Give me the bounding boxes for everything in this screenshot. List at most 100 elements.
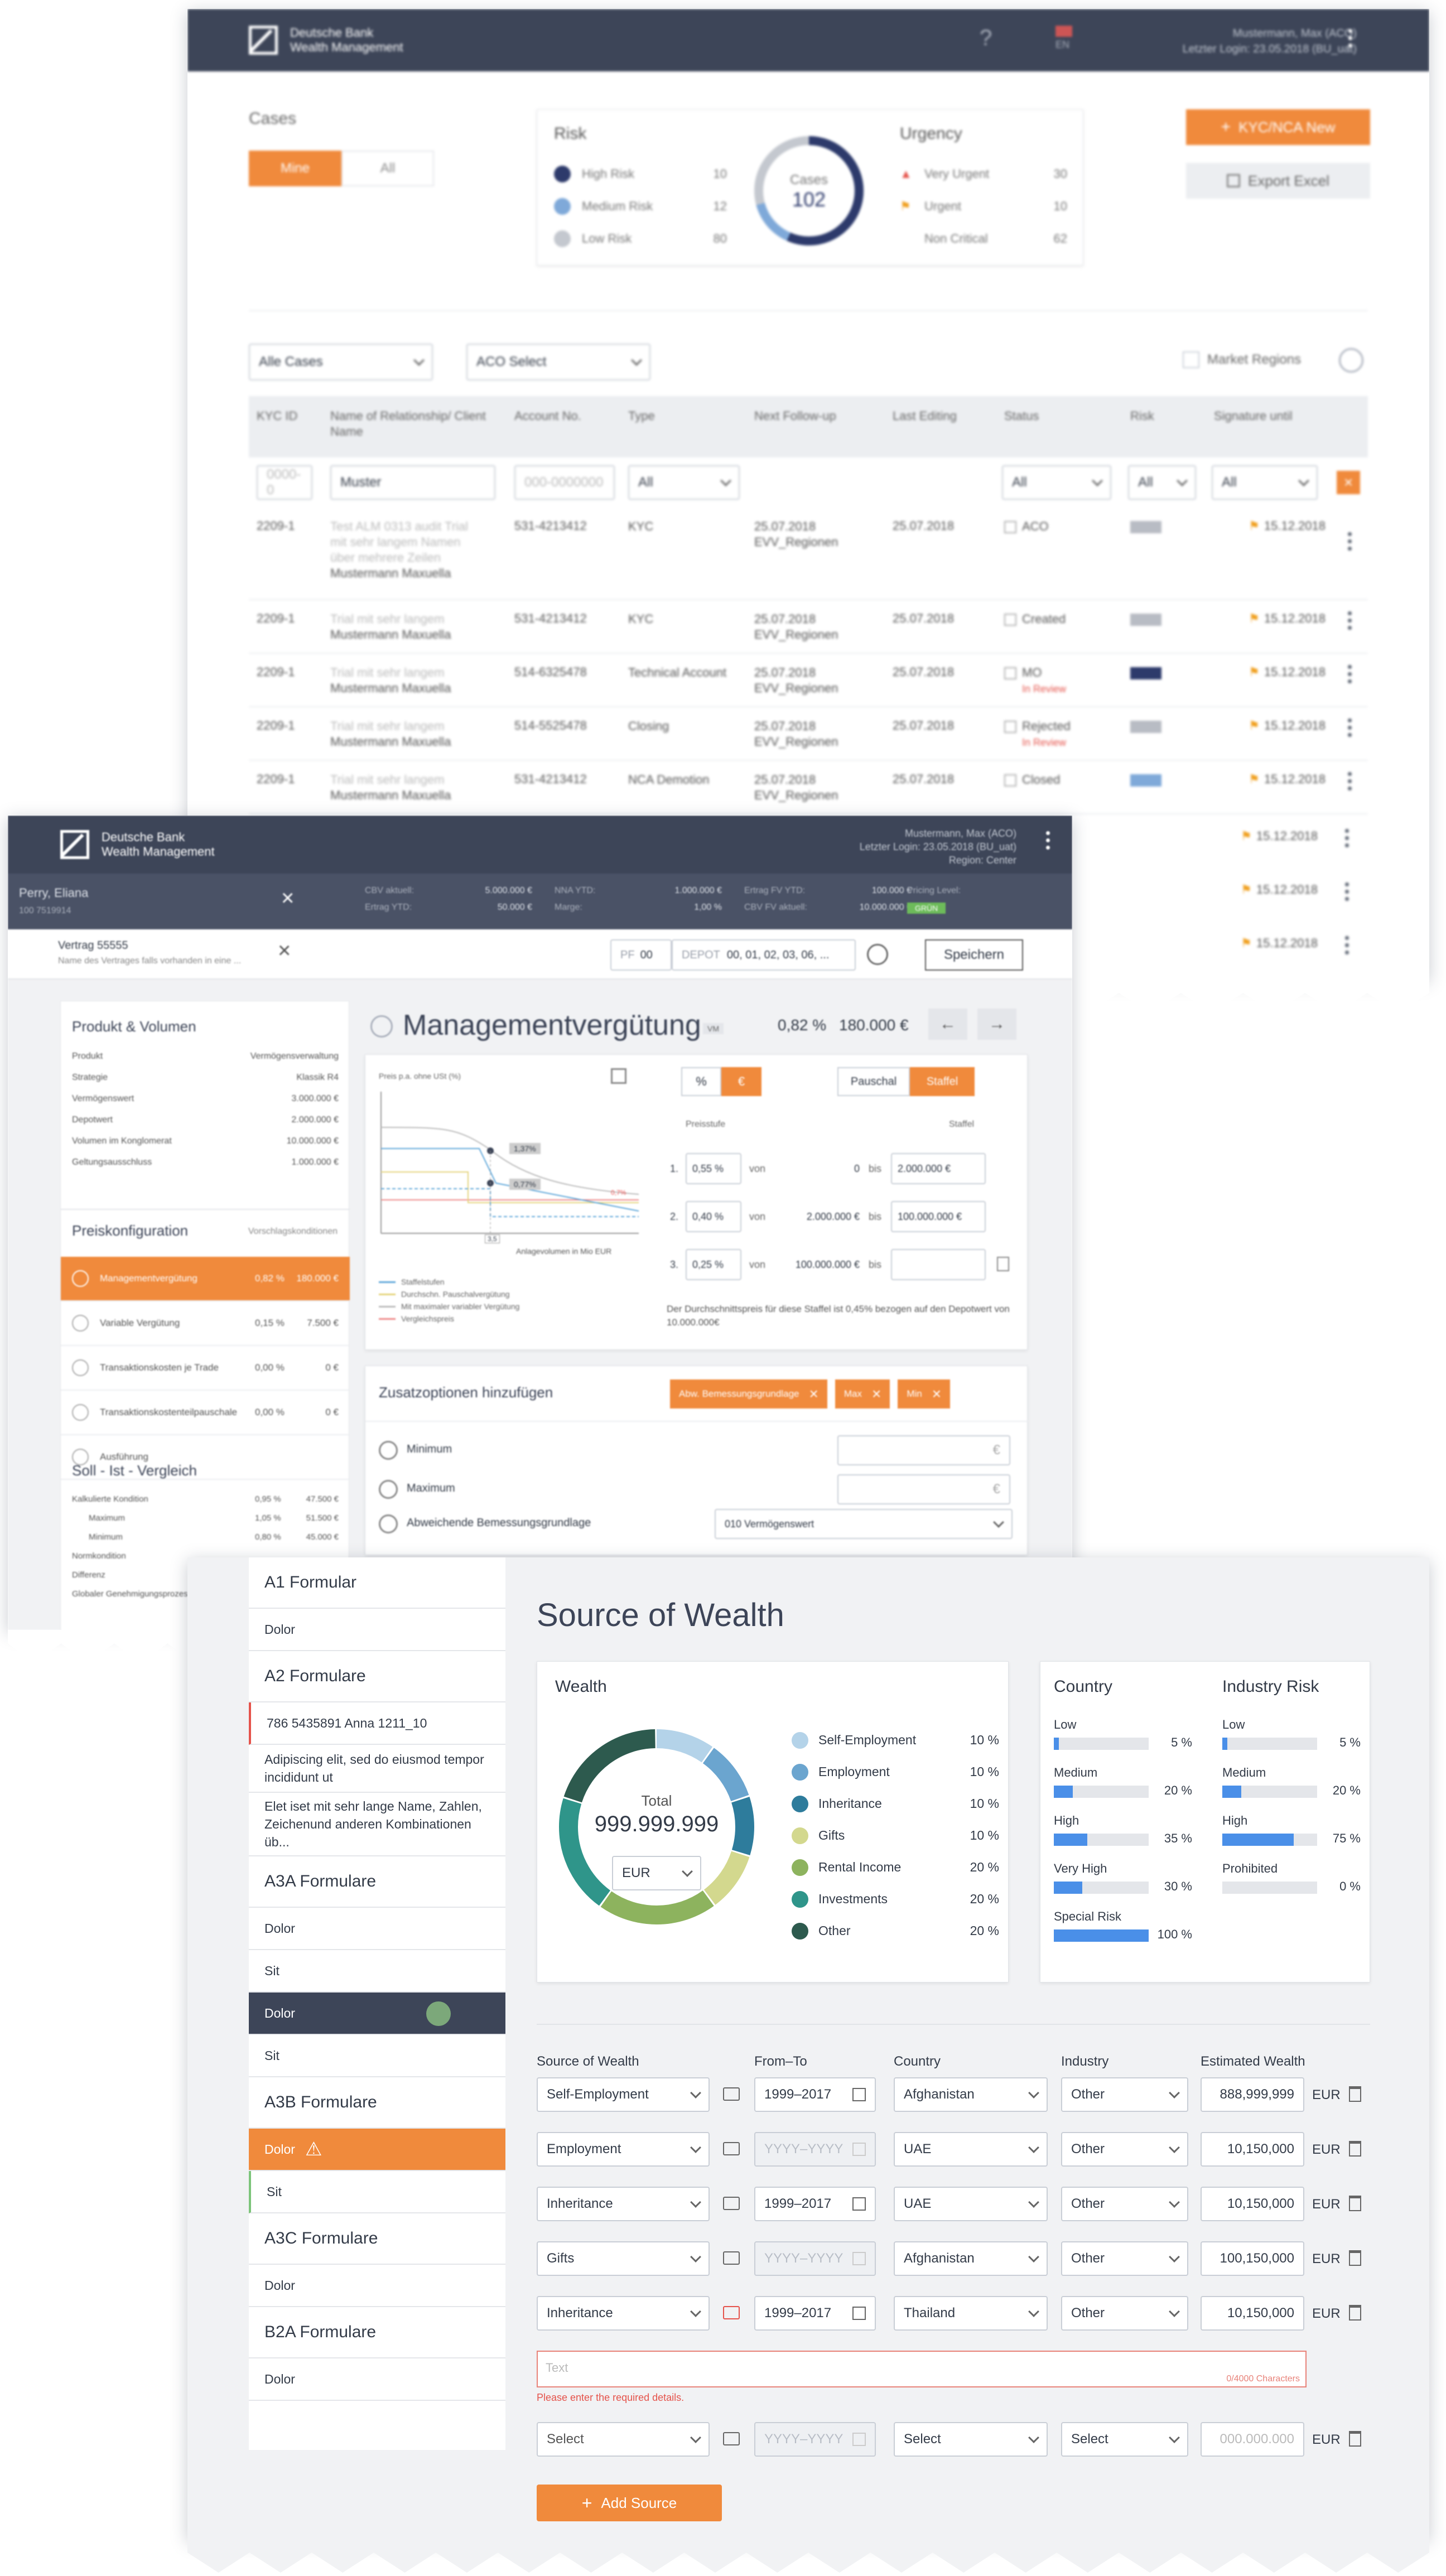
column-header[interactable]: Next Follow-up: [754, 409, 836, 423]
tier-to-input[interactable]: 2.000.000 €: [891, 1153, 986, 1184]
status-filter[interactable]: All: [1002, 465, 1111, 500]
delete-icon[interactable]: [1349, 2196, 1361, 2211]
aco-select[interactable]: ACO Select: [466, 344, 650, 380]
staffel-toggle[interactable]: Staffel: [910, 1067, 975, 1096]
zusatz-input[interactable]: €: [837, 1474, 1010, 1504]
comment-icon[interactable]: [723, 2142, 740, 2155]
source-select[interactable]: Inheritance: [537, 2296, 710, 2331]
price-item[interactable]: Transaktionskostenteilpauschale 0,00 % 0 €: [61, 1391, 350, 1435]
from-to-input[interactable]: YYYY–YYYY: [754, 2241, 876, 2276]
comment-icon[interactable]: [723, 2197, 740, 2210]
more-menu-icon[interactable]: [1348, 29, 1352, 47]
clear-filter-button[interactable]: ×: [1337, 471, 1360, 494]
form-item[interactable]: Adipiscing elit, sed do eiusmod tempor i…: [249, 1745, 505, 1793]
column-header[interactable]: Name of Relationship/ Client Name: [330, 409, 486, 438]
column-header[interactable]: KYC ID: [257, 409, 298, 423]
kyc-id-filter[interactable]: 0000-0: [257, 465, 312, 500]
edit-icon[interactable]: [867, 944, 888, 965]
wealth-input[interactable]: 10,150,000: [1201, 2187, 1304, 2221]
form-item[interactable]: Dolor: [249, 1609, 505, 1651]
delete-icon[interactable]: [1349, 2250, 1361, 2266]
from-to-input[interactable]: YYYY–YYYY: [754, 2422, 876, 2457]
tier-to-input[interactable]: [891, 1249, 986, 1280]
calendar-icon[interactable]: [852, 2197, 866, 2211]
option-chip[interactable]: Abw. Bemessungsgrundlage ×: [670, 1379, 827, 1408]
form-item[interactable]: Dolor ⚠: [249, 2129, 505, 2171]
euro-toggle[interactable]: €: [721, 1067, 761, 1096]
delete-icon[interactable]: [1349, 2086, 1361, 2102]
industry-select[interactable]: Other: [1061, 2241, 1188, 2276]
form-item[interactable]: Dolor: [249, 1908, 505, 1950]
trash-icon[interactable]: [997, 1257, 1009, 1271]
row-menu-icon[interactable]: [1345, 882, 1349, 901]
signature-filter[interactable]: All: [1212, 465, 1318, 500]
close-client-icon[interactable]: ×: [281, 886, 295, 910]
column-header[interactable]: Status: [1004, 409, 1039, 423]
comment-icon[interactable]: [723, 2432, 740, 2445]
case-row[interactable]: 2209-1 Trial mit sehr langem Mustermann Ma…: [249, 761, 1368, 814]
save-button[interactable]: Speichern: [925, 939, 1023, 971]
pf-field[interactable]: PF 00: [610, 939, 672, 971]
zusatz-input[interactable]: €: [837, 1435, 1010, 1465]
form-item[interactable]: Dolor: [249, 2265, 505, 2307]
expand-icon[interactable]: [611, 1068, 626, 1084]
from-to-input[interactable]: 1999–2017: [754, 2296, 876, 2331]
comment-icon[interactable]: [723, 2306, 740, 2319]
industry-select[interactable]: Other: [1061, 2077, 1188, 2112]
country-select[interactable]: UAE: [894, 2187, 1048, 2221]
risk-filter[interactable]: All: [1128, 465, 1196, 500]
row-menu-icon[interactable]: [1348, 611, 1352, 630]
case-row[interactable]: 2209-1 Test ALM 0313 audit Trial mit sehr…: [249, 508, 1368, 600]
comment-textarea[interactable]: Text 0/4000 Characters: [537, 2351, 1307, 2387]
case-row[interactable]: 2209-1 Trial mit sehr langem Mustermann Ma…: [249, 707, 1368, 761]
source-select[interactable]: Gifts: [537, 2241, 710, 2276]
row-menu-icon[interactable]: [1345, 829, 1349, 847]
country-select[interactable]: UAE: [894, 2132, 1048, 2167]
globe-icon[interactable]: [1339, 348, 1363, 373]
wealth-input[interactable]: 888,999,999: [1201, 2077, 1304, 2112]
tier-pct-input[interactable]: 0,55 %: [686, 1153, 741, 1184]
pauschal-toggle[interactable]: Pauschal: [837, 1067, 910, 1096]
country-select[interactable]: Afghanistan: [894, 2241, 1048, 2276]
from-to-input[interactable]: YYYY–YYYY: [754, 2132, 876, 2167]
industry-select[interactable]: Select: [1061, 2422, 1188, 2457]
row-menu-icon[interactable]: [1348, 718, 1352, 737]
calendar-icon[interactable]: [852, 2307, 866, 2320]
chip-close-icon[interactable]: ×: [932, 1385, 942, 1402]
close-contract-icon[interactable]: ×: [278, 938, 291, 963]
all-cases-select[interactable]: Alle Cases: [249, 344, 433, 380]
help-icon[interactable]: ?: [980, 26, 992, 50]
market-regions-checkbox[interactable]: Market Regions: [1183, 351, 1301, 368]
delete-icon[interactable]: [1349, 2431, 1361, 2447]
next-button[interactable]: →: [977, 1009, 1016, 1040]
column-header[interactable]: Last Editing: [893, 409, 957, 423]
price-item[interactable]: Transaktionskosten je Trade 0,00 % 0 €: [61, 1346, 350, 1391]
tier-to-input[interactable]: 100.000.000 €: [891, 1201, 986, 1232]
delete-icon[interactable]: [1349, 2141, 1361, 2157]
chip-close-icon[interactable]: ×: [809, 1385, 818, 1402]
add-source-button[interactable]: + Add Source: [537, 2485, 722, 2521]
form-item[interactable]: 786 5435891 Anna 1211_10: [249, 1702, 505, 1745]
form-item[interactable]: Sit: [249, 2171, 505, 2213]
form-item[interactable]: Sit: [249, 1950, 505, 1993]
wealth-input[interactable]: 10,150,000: [1201, 2296, 1304, 2331]
delete-icon[interactable]: [1349, 2305, 1361, 2321]
row-menu-icon[interactable]: [1348, 772, 1352, 790]
type-filter[interactable]: All: [628, 465, 740, 500]
mgmt-more-icon[interactable]: [1046, 831, 1050, 850]
country-select[interactable]: Thailand: [894, 2296, 1048, 2331]
row-menu-icon[interactable]: [1348, 665, 1352, 683]
calendar-icon[interactable]: [852, 2143, 866, 2156]
wealth-input[interactable]: 10,150,000: [1201, 2132, 1304, 2167]
from-to-input[interactable]: 1999–2017: [754, 2187, 876, 2221]
source-select[interactable]: Employment: [537, 2132, 710, 2167]
wealth-input[interactable]: 100,150,000: [1201, 2241, 1304, 2276]
comment-icon[interactable]: [723, 2251, 740, 2265]
calendar-icon[interactable]: [852, 2088, 866, 2101]
tier-pct-input[interactable]: 0,25 %: [686, 1249, 741, 1280]
column-header[interactable]: Account No.: [514, 409, 581, 423]
form-item[interactable]: Dolor: [249, 1993, 505, 2035]
form-item[interactable]: Elet iset mit sehr lange Name, Zahlen, Z…: [249, 1793, 505, 1856]
kyc-new-button[interactable]: + KYC/NCA New: [1186, 109, 1370, 145]
language-selector[interactable]: EN: [1055, 26, 1072, 51]
